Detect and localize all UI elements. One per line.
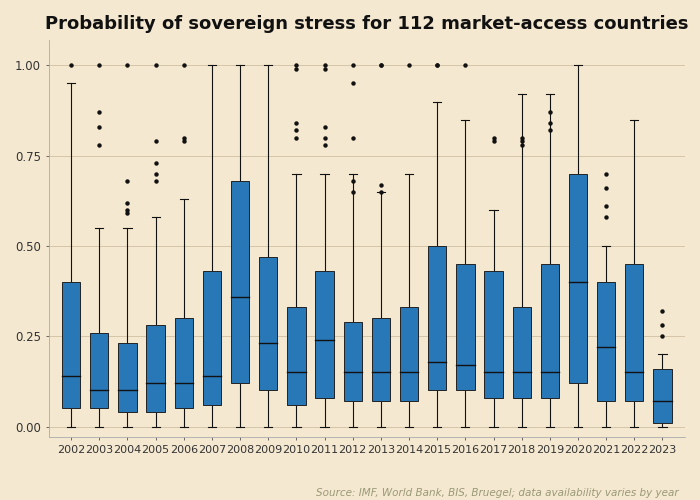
FancyBboxPatch shape — [146, 326, 164, 412]
FancyBboxPatch shape — [428, 246, 447, 390]
FancyBboxPatch shape — [512, 308, 531, 398]
Text: Source: IMF, World Bank, BIS, Bruegel; data availability varies by year: Source: IMF, World Bank, BIS, Bruegel; d… — [316, 488, 679, 498]
FancyBboxPatch shape — [484, 271, 503, 398]
FancyBboxPatch shape — [653, 368, 671, 423]
FancyBboxPatch shape — [625, 264, 643, 401]
FancyBboxPatch shape — [344, 322, 362, 401]
FancyBboxPatch shape — [118, 344, 136, 412]
FancyBboxPatch shape — [597, 282, 615, 401]
FancyBboxPatch shape — [174, 318, 193, 408]
FancyBboxPatch shape — [90, 332, 108, 408]
FancyBboxPatch shape — [400, 308, 418, 401]
FancyBboxPatch shape — [203, 271, 221, 405]
FancyBboxPatch shape — [259, 257, 277, 390]
FancyBboxPatch shape — [540, 264, 559, 398]
FancyBboxPatch shape — [231, 181, 249, 383]
FancyBboxPatch shape — [287, 308, 306, 405]
FancyBboxPatch shape — [316, 271, 334, 398]
FancyBboxPatch shape — [569, 174, 587, 383]
FancyBboxPatch shape — [62, 282, 80, 408]
Title: Probability of sovereign stress for 112 market-access countries: Probability of sovereign stress for 112 … — [45, 15, 689, 33]
FancyBboxPatch shape — [456, 264, 475, 390]
FancyBboxPatch shape — [372, 318, 390, 401]
